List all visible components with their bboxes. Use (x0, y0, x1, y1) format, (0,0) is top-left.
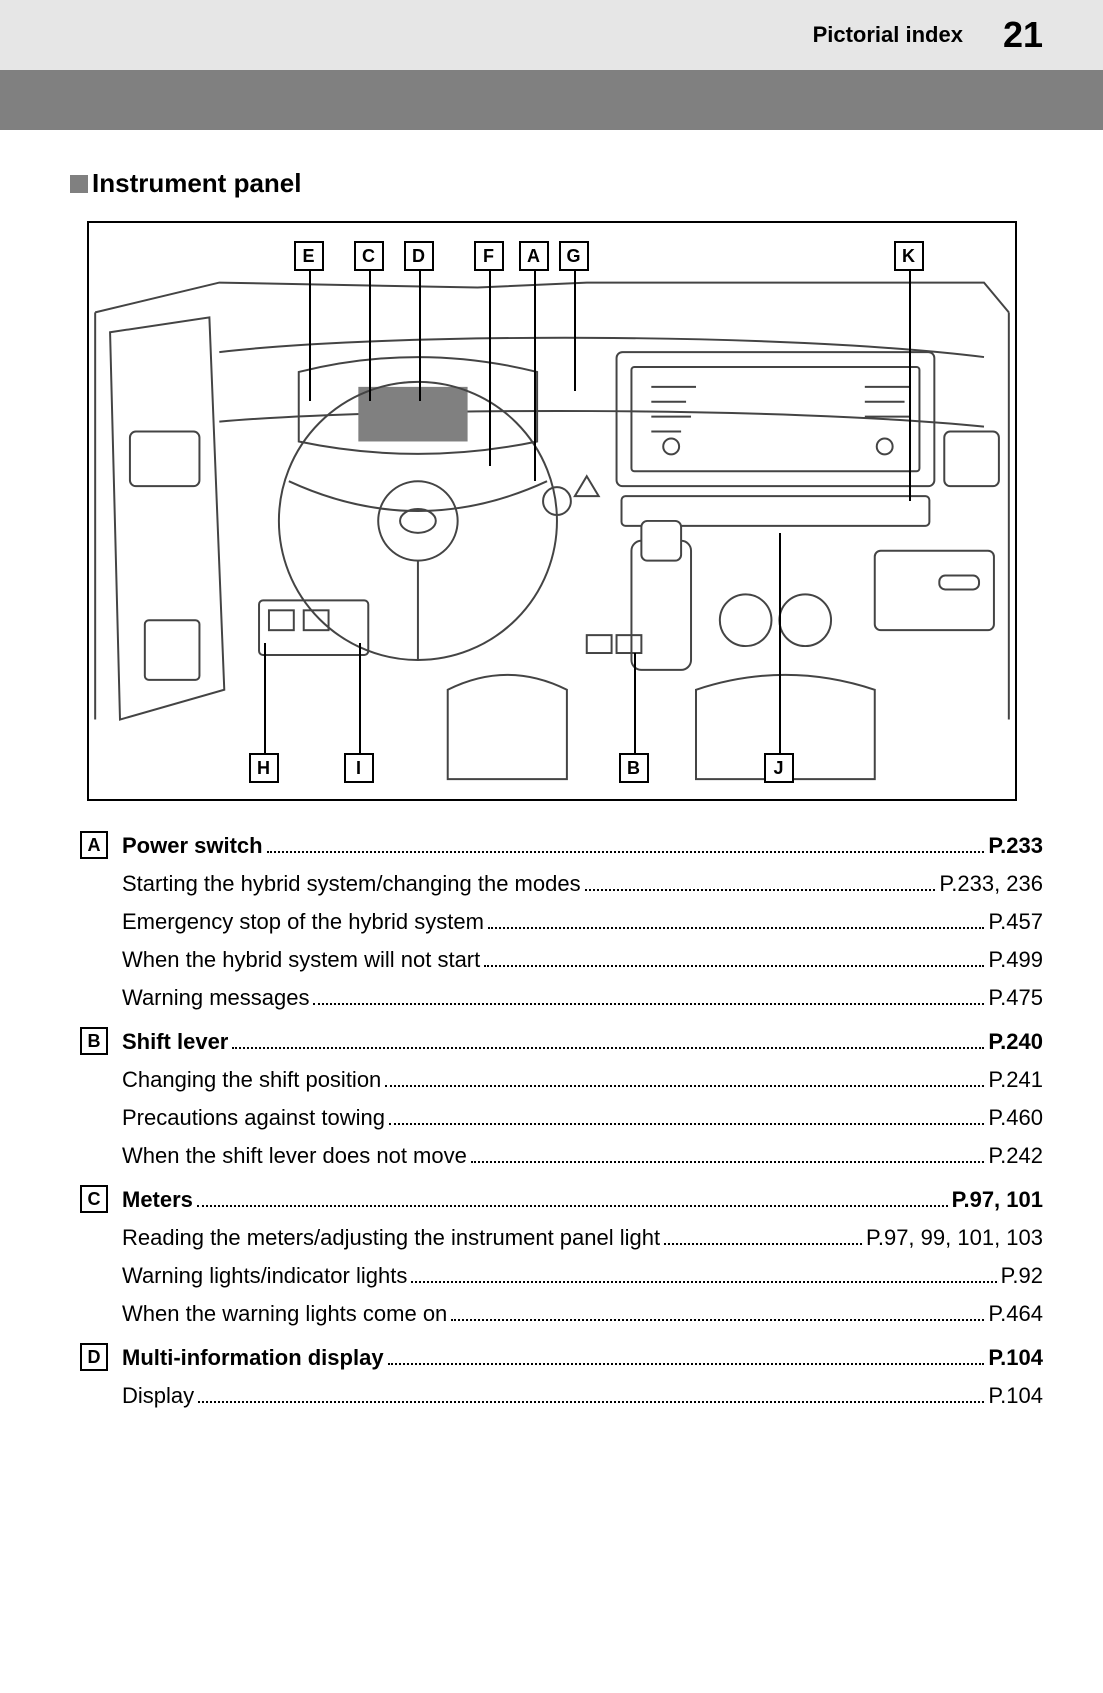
leader-line (359, 643, 361, 753)
entry-letter: B (80, 1027, 108, 1055)
sub-entry: Starting the hybrid system/changing the … (122, 869, 1043, 897)
sub-entry-page: P.457 (988, 909, 1043, 935)
sub-entry-page: P.464 (988, 1301, 1043, 1327)
leader-dots (385, 1065, 984, 1087)
header-band (0, 70, 1103, 130)
callout-C: C (354, 241, 384, 271)
sub-entry: When the shift lever does not move P.242 (122, 1141, 1043, 1169)
sub-entry-text: Warning lights/indicator lights (122, 1263, 407, 1289)
entry-page: P.240 (988, 1029, 1043, 1055)
callout-G: G (559, 241, 589, 271)
page-header: Pictorial index 21 (0, 0, 1103, 70)
entry-letter: C (80, 1185, 108, 1213)
sub-entry-text: Warning messages (122, 985, 309, 1011)
leader-dots (389, 1103, 984, 1125)
sub-entry-page: P.104 (988, 1383, 1043, 1409)
callout-K: K (894, 241, 924, 271)
header-section: Pictorial index (813, 22, 963, 48)
leader-dots (388, 1343, 985, 1365)
index-entry-A: A Power switch P.233 Starting the hybrid sy… (80, 831, 1043, 1011)
leader-dots (411, 1261, 996, 1283)
sub-entry-page: P.475 (988, 985, 1043, 1011)
entry-title: Power switch (122, 833, 263, 859)
leader-dots (585, 869, 936, 891)
sub-entry-page: P.460 (988, 1105, 1043, 1131)
section-title: Instrument panel (92, 168, 301, 199)
leader-line (574, 271, 576, 391)
sub-entry-text: Changing the shift position (122, 1067, 381, 1093)
leader-line (534, 271, 536, 481)
index-entry-B: B Shift lever P.240 Changing the shift posi… (80, 1027, 1043, 1169)
dashboard-illustration (89, 223, 1015, 799)
leader-line (369, 271, 371, 401)
sub-entry-text: Reading the meters/adjusting the instrum… (122, 1225, 660, 1251)
sub-entry-page: P.233, 236 (939, 871, 1043, 897)
sub-entry-text: Emergency stop of the hybrid system (122, 909, 484, 935)
leader-dots (232, 1027, 984, 1049)
callout-E: E (294, 241, 324, 271)
leader-line (909, 271, 911, 501)
sub-entry: Changing the shift position P.241 (122, 1065, 1043, 1093)
sub-entry: When the warning lights come on P.464 (122, 1299, 1043, 1327)
leader-dots (313, 983, 984, 1005)
leader-dots (451, 1299, 984, 1321)
callout-I: I (344, 753, 374, 783)
callout-A: A (519, 241, 549, 271)
sub-entry: When the hybrid system will not start P.4… (122, 945, 1043, 973)
sub-entry-page: P.499 (988, 947, 1043, 973)
callout-J: J (764, 753, 794, 783)
entry-title: Multi-information display (122, 1345, 384, 1371)
callout-F: F (474, 241, 504, 271)
entry-page: P.104 (988, 1345, 1043, 1371)
leader-line (779, 533, 781, 753)
sub-entry-text: When the hybrid system will not start (122, 947, 480, 973)
entry-title: Shift lever (122, 1029, 228, 1055)
sub-entry: Precautions against towing P.460 (122, 1103, 1043, 1131)
index-entry-D: D Multi-information display P.104 Display P.… (80, 1343, 1043, 1409)
entry-letter: D (80, 1343, 108, 1371)
entry-letter: A (80, 831, 108, 859)
leader-line (309, 271, 311, 401)
sub-entry-text: When the warning lights come on (122, 1301, 447, 1327)
sub-entry: Warning messages P.475 (122, 983, 1043, 1011)
sub-entry-text: Precautions against towing (122, 1105, 385, 1131)
index-entry-C: C Meters P.97, 101 Reading the meters/adjus… (80, 1185, 1043, 1327)
leader-dots (484, 945, 984, 967)
callout-D: D (404, 241, 434, 271)
header-page-number: 21 (1003, 14, 1043, 56)
leader-dots (198, 1381, 984, 1403)
sub-entry-page: P.97, 99, 101, 103 (866, 1225, 1043, 1251)
leader-dots (471, 1141, 984, 1163)
title-bullet-icon (70, 175, 88, 193)
sub-entry-text: When the shift lever does not move (122, 1143, 467, 1169)
sub-entry: Display P.104 (122, 1381, 1043, 1409)
leader-line (264, 643, 266, 753)
leader-line (489, 271, 491, 466)
section-title-row: Instrument panel (70, 168, 1043, 199)
leader-dots (664, 1223, 862, 1245)
entry-page: P.97, 101 (952, 1187, 1043, 1213)
callout-B: B (619, 753, 649, 783)
sub-entry: Emergency stop of the hybrid system P.457 (122, 907, 1043, 935)
leader-dots (488, 907, 984, 929)
content: Instrument panel (0, 130, 1103, 1475)
sub-entry-page: P.241 (988, 1067, 1043, 1093)
sub-entry-page: P.242 (988, 1143, 1043, 1169)
entry-page: P.233 (988, 833, 1043, 859)
page: Pictorial index 21 Instrument panel (0, 0, 1103, 1475)
leader-dots (267, 831, 985, 853)
leader-line (419, 271, 421, 401)
callout-H: H (249, 753, 279, 783)
index-list: A Power switch P.233 Starting the hybrid sy… (80, 831, 1043, 1409)
sub-entry-text: Starting the hybrid system/changing the … (122, 871, 581, 897)
sub-entry: Warning lights/indicator lights P.92 (122, 1261, 1043, 1289)
instrument-panel-figure: ECD FAG K H I B J (87, 221, 1017, 801)
entry-title: Meters (122, 1187, 193, 1213)
leader-line (634, 653, 636, 753)
sub-entry-text: Display (122, 1383, 194, 1409)
sub-entry-page: P.92 (1001, 1263, 1043, 1289)
leader-dots (197, 1185, 948, 1207)
sub-entry: Reading the meters/adjusting the instrum… (122, 1223, 1043, 1251)
